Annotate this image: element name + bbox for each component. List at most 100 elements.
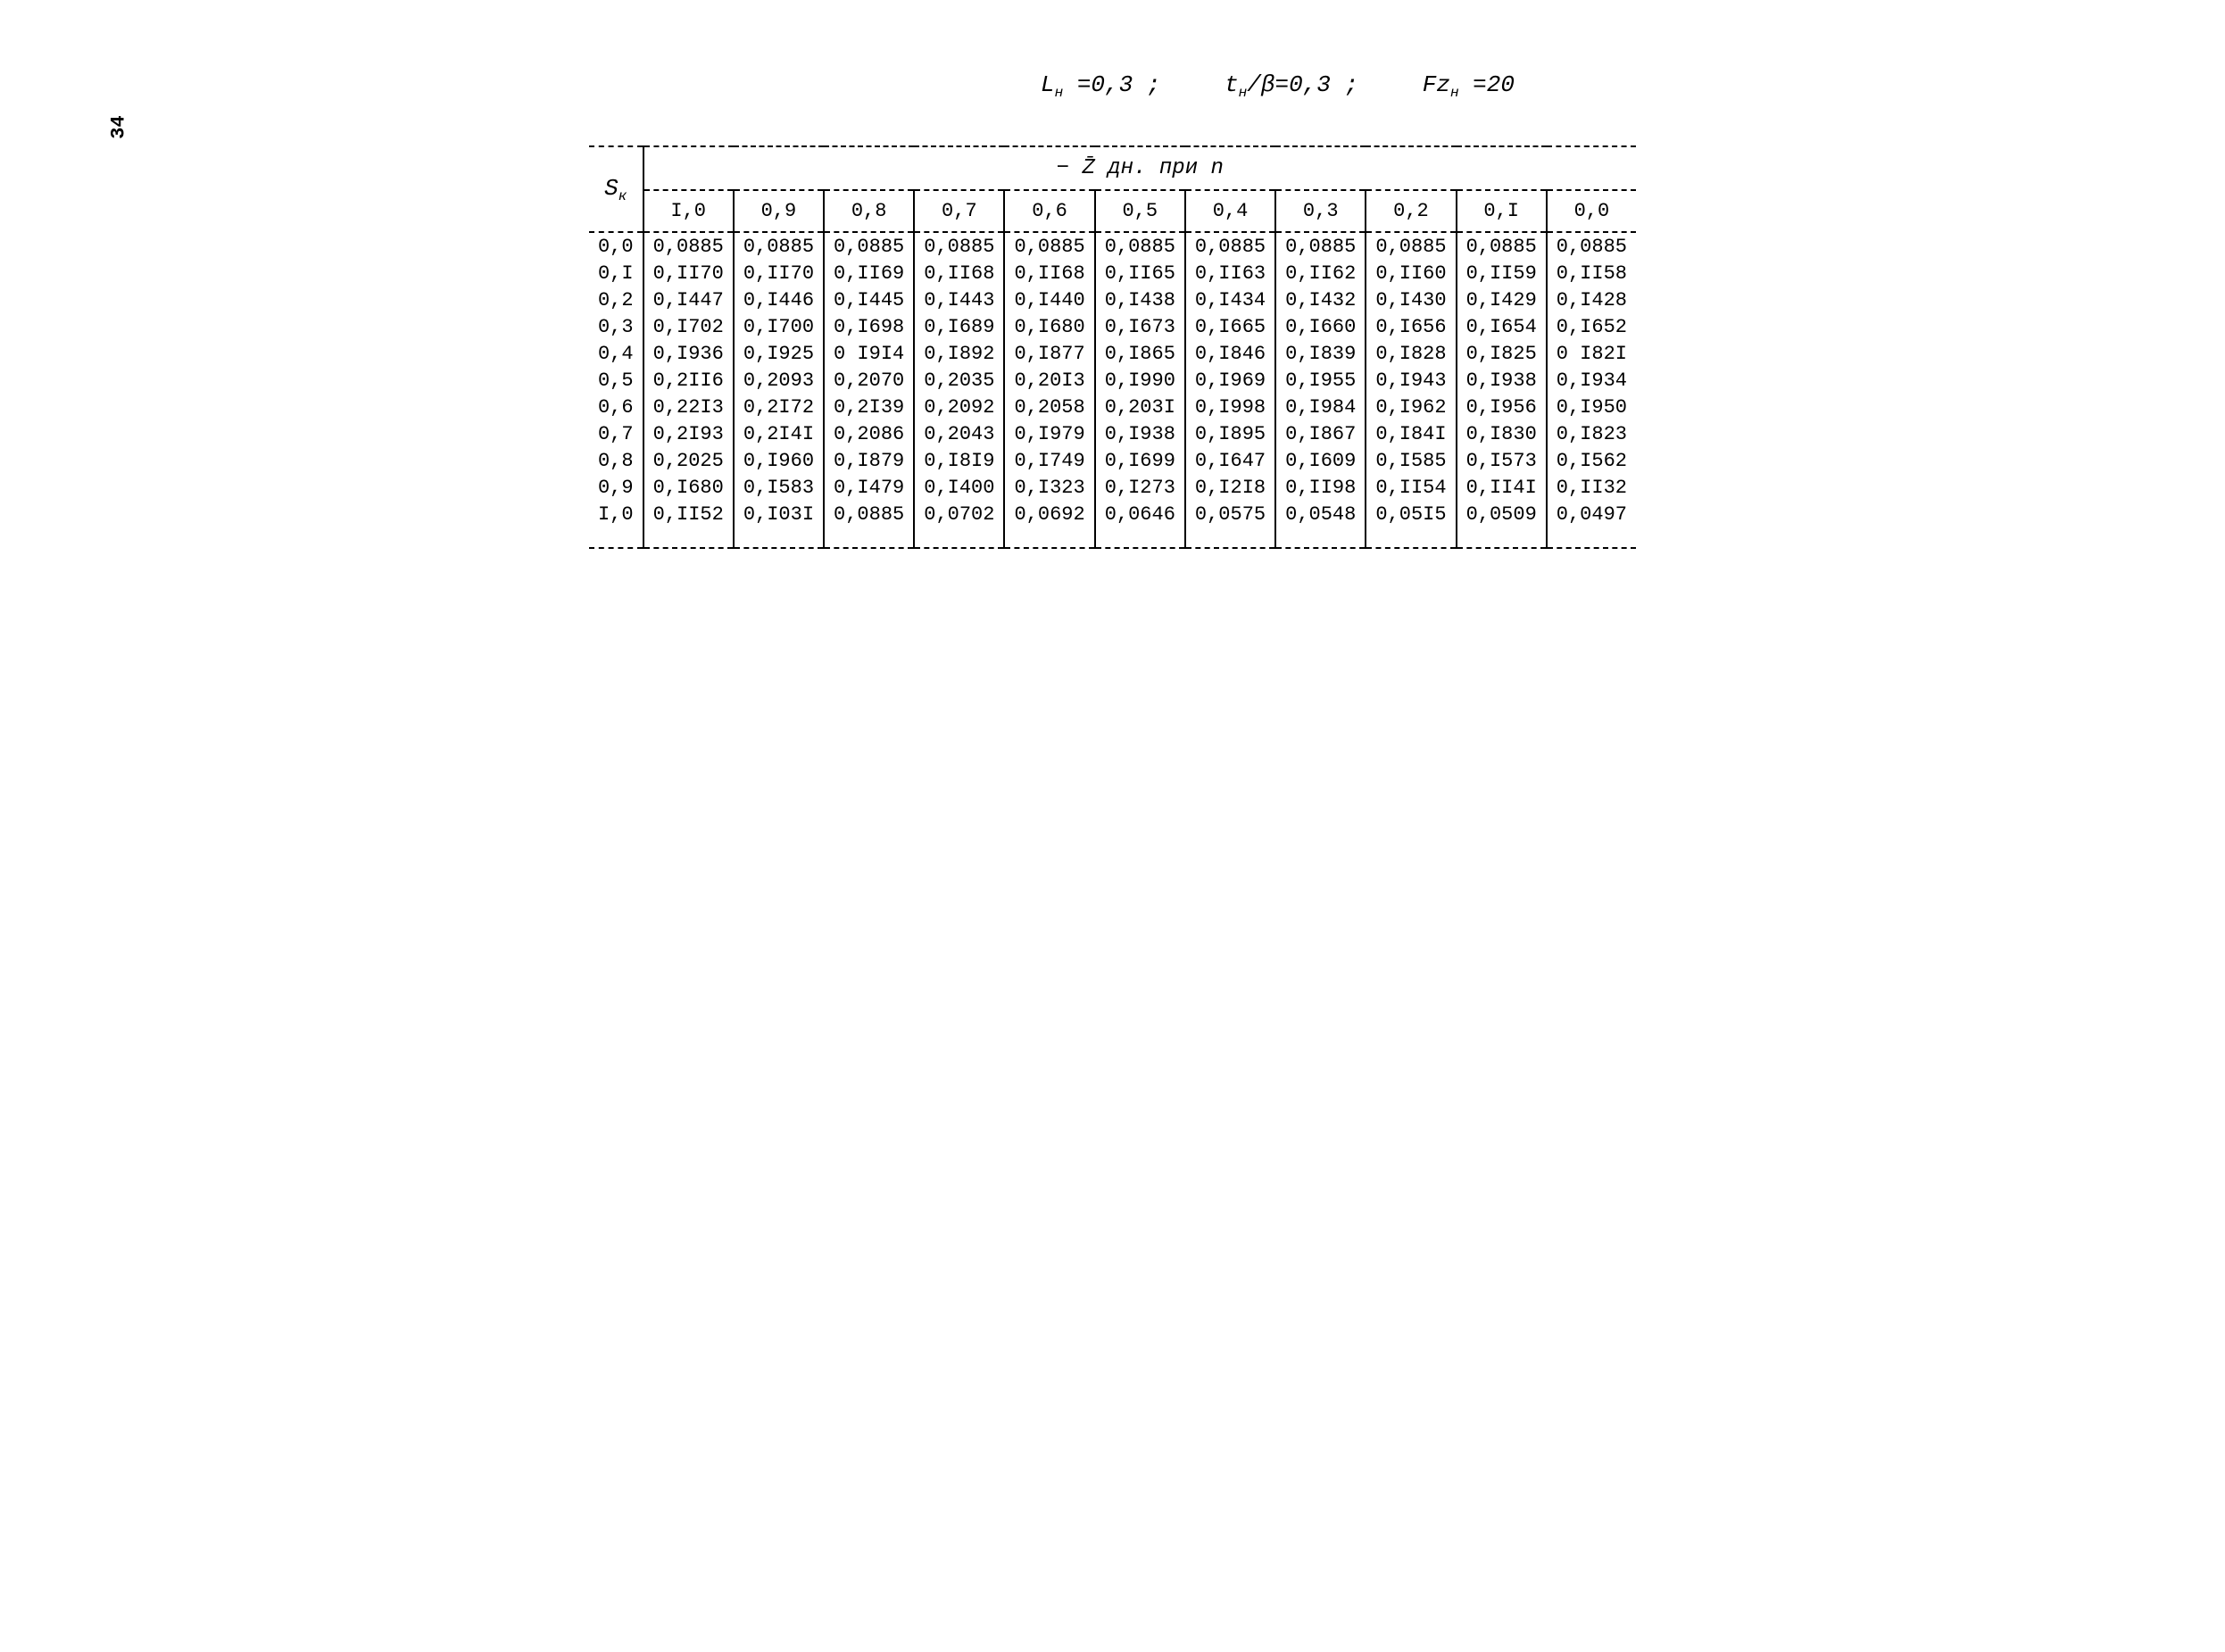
data-cell: 0,I400 [914, 474, 1004, 501]
data-cell: 0,I979 [1004, 420, 1094, 447]
data-cell: 0,II52 [643, 501, 734, 527]
data-cell: 0,2I39 [824, 394, 914, 420]
data-cell: 0,I84I [1366, 420, 1456, 447]
data-cell: 0,I938 [1095, 420, 1185, 447]
data-cell: 0,I609 [1275, 447, 1366, 474]
data-cell: 0,II70 [734, 260, 824, 286]
column-header: 0,2 [1366, 190, 1456, 232]
data-cell: 0,I432 [1275, 286, 1366, 313]
table-row: 0,60,22I30,2I720,2I390,20920,20580,203I0… [589, 394, 1636, 420]
spanning-header: − Z̄ дн. при n [643, 146, 1636, 190]
data-cell: 0,II60 [1366, 260, 1456, 286]
param-Fz: Fzн =20 [1423, 71, 1515, 101]
column-header: I,0 [643, 190, 734, 232]
column-header: 0,9 [734, 190, 824, 232]
data-cell: 0,I680 [643, 474, 734, 501]
data-cell: 0,I273 [1095, 474, 1185, 501]
data-cell: 0,I665 [1185, 313, 1275, 340]
data-cell: 0,203I [1095, 394, 1185, 420]
data-cell: 0,0885 [1457, 232, 1547, 260]
data-cell: 0,2035 [914, 367, 1004, 394]
table-row: 0,00,08850,08850,08850,08850,08850,08850… [589, 232, 1636, 260]
data-cell: 0,II65 [1095, 260, 1185, 286]
table-row: 0,80,20250,I9600,I8790,I8I90,I7490,I699 0… [589, 447, 1636, 474]
data-cell: 0,I938 [1457, 367, 1547, 394]
data-cell: 0,I446 [734, 286, 824, 313]
param-t: tн/β=0,3 ; [1225, 71, 1358, 101]
data-cell: 0,I943 [1366, 367, 1456, 394]
row-label: 0,4 [589, 340, 643, 367]
row-label: 0,3 [589, 313, 643, 340]
data-cell: 0,2I93 [643, 420, 734, 447]
data-cell: 0,II68 [1004, 260, 1094, 286]
data-cell: 0,II58 [1547, 260, 1636, 286]
data-cell: 0,I865 [1095, 340, 1185, 367]
data-cell: 0,I438 [1095, 286, 1185, 313]
column-header: 0,7 [914, 190, 1004, 232]
data-cell: 0,0885 [914, 232, 1004, 260]
data-cell: 0,2093 [734, 367, 824, 394]
data-cell: 0,II98 [1275, 474, 1366, 501]
data-cell: 0,0509 [1457, 501, 1547, 527]
data-cell: 0,I892 [914, 340, 1004, 367]
data-cell: 0,I652 [1547, 313, 1636, 340]
data-cell: 0,2092 [914, 394, 1004, 420]
column-header: 0,6 [1004, 190, 1094, 232]
data-cell: 0,I867 [1275, 420, 1366, 447]
data-cell: 0,I583 [734, 474, 824, 501]
row-label: 0,6 [589, 394, 643, 420]
data-cell: 0,I828 [1366, 340, 1456, 367]
data-cell: 0,I443 [914, 286, 1004, 313]
row-label: 0,9 [589, 474, 643, 501]
data-cell: 0,I447 [643, 286, 734, 313]
data-cell: 0,I699 [1095, 447, 1185, 474]
data-cell: 0,I877 [1004, 340, 1094, 367]
data-cell: 0,I673 [1095, 313, 1185, 340]
data-cell: 0,I8I9 [914, 447, 1004, 474]
data-cell: 0,0885 [1275, 232, 1366, 260]
data-cell: 0,I585 [1366, 447, 1456, 474]
data-cell: 0,2025 [643, 447, 734, 474]
data-cell: 0,I969 [1185, 367, 1275, 394]
row-label: 0,0 [589, 232, 643, 260]
data-cell: 0,I956 [1457, 394, 1547, 420]
data-cell: 0,0885 [1185, 232, 1275, 260]
data-cell: 0 I9I4 [824, 340, 914, 367]
data-cell: 0,I428 [1547, 286, 1636, 313]
data-cell: 0,I429 [1457, 286, 1547, 313]
row-label: 0,7 [589, 420, 643, 447]
data-cell: 0,I656 [1366, 313, 1456, 340]
data-cell: 0,22I3 [643, 394, 734, 420]
data-cell: 0,I962 [1366, 394, 1456, 420]
data-cell: 0,I950 [1547, 394, 1636, 420]
column-header: 0,3 [1275, 190, 1366, 232]
data-cell: 0,I984 [1275, 394, 1366, 420]
data-cell: 0,II59 [1457, 260, 1547, 286]
data-cell: 0,I700 [734, 313, 824, 340]
data-cell: 0,I749 [1004, 447, 1094, 474]
column-header: 0,5 [1095, 190, 1185, 232]
data-cell: 0,0885 [824, 232, 914, 260]
data-cell: 0,I960 [734, 447, 824, 474]
data-cell: 0,2II6 [643, 367, 734, 394]
data-cell: 0,I936 [643, 340, 734, 367]
table-row: 0,90,I6800,I5830,I4790,I4000,I3230,I2730… [589, 474, 1636, 501]
data-cell: 0,II62 [1275, 260, 1366, 286]
table-row: 0,20,I4470,I4460,I4450,I4430,I4400,I4380… [589, 286, 1636, 313]
data-cell: 0,0885 [1366, 232, 1456, 260]
data-cell: 0,I440 [1004, 286, 1094, 313]
data-cell: 0,I698 [824, 313, 914, 340]
row-label: 0,8 [589, 447, 643, 474]
data-cell: 0,0885 [824, 501, 914, 527]
data-cell: 0,I895 [1185, 420, 1275, 447]
column-header: 0,8 [824, 190, 914, 232]
data-cell: 0,II54 [1366, 474, 1456, 501]
parameter-formula: Lн =0,3 ; tн/β=0,3 ; Fzн =20 [107, 71, 2118, 101]
data-cell: 0,I879 [824, 447, 914, 474]
data-cell: 0,I573 [1457, 447, 1547, 474]
column-header: 0,0 [1547, 190, 1636, 232]
column-header: 0,I [1457, 190, 1547, 232]
data-cell: 0,0702 [914, 501, 1004, 527]
data-cell: 0,0497 [1547, 501, 1636, 527]
data-cell: 0,I430 [1366, 286, 1456, 313]
